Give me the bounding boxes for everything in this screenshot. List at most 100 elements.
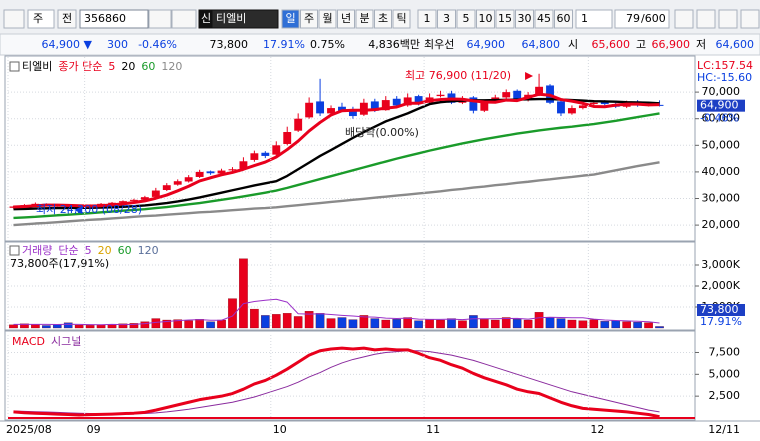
candle-body	[327, 108, 335, 114]
volume-bar	[348, 319, 358, 329]
code-input[interactable]	[79, 9, 149, 29]
tool-icon[interactable]	[696, 9, 716, 29]
candle-body	[261, 152, 270, 156]
period-button[interactable]	[355, 9, 374, 29]
market-select[interactable]	[27, 9, 55, 29]
quote-amount: 4,836백만	[368, 38, 420, 51]
y-tick-label: 20,000	[702, 218, 741, 231]
interval-button[interactable]	[437, 9, 456, 29]
hc-label: HC:-15.60	[697, 71, 752, 84]
volume-bar	[655, 326, 664, 329]
period-button[interactable]	[281, 9, 300, 29]
candle-body	[469, 97, 478, 111]
candle-body	[283, 132, 292, 144]
legend-entry: 20	[98, 244, 112, 257]
volume-bar	[523, 319, 533, 329]
interval-select[interactable]	[575, 9, 613, 29]
volume-bar	[42, 325, 51, 329]
legend-entry: 5	[85, 244, 92, 257]
candle-body	[535, 86, 544, 95]
volume-bar	[337, 317, 347, 329]
quote-open-label: 시	[568, 38, 578, 51]
candle-body	[140, 197, 149, 200]
interval-button[interactable]	[495, 9, 515, 29]
candle-body	[129, 199, 138, 201]
interval: 15	[498, 12, 512, 25]
interval-button[interactable]	[534, 9, 554, 29]
legend-entry: 5	[108, 60, 115, 73]
candle-body	[403, 97, 412, 106]
candle-body	[600, 101, 609, 105]
interval: 45	[537, 12, 551, 25]
volume-bar	[217, 319, 226, 329]
panel-checkbox[interactable]	[9, 245, 20, 256]
period-button[interactable]	[300, 9, 318, 29]
interval-button[interactable]	[476, 9, 495, 29]
volume-bar	[282, 313, 292, 329]
tool-icon[interactable]	[740, 9, 760, 29]
interval-button[interactable]	[554, 9, 573, 29]
volume-bar	[96, 324, 106, 329]
ma-line	[13, 97, 660, 211]
candle-body	[108, 202, 116, 204]
high-annotation: 최고 76,900 (11/20)	[405, 69, 511, 82]
x-tick-label: 10	[273, 423, 287, 436]
y-tick-label: 3,000K	[701, 258, 740, 271]
volume-bar	[589, 319, 599, 329]
y-tick-label: 7,500	[709, 345, 741, 358]
candle-body	[316, 101, 325, 114]
sound-button[interactable]	[171, 9, 197, 29]
volume-bar	[250, 308, 259, 329]
interval-button[interactable]	[515, 9, 534, 29]
ma-line	[13, 92, 660, 209]
volume-ma-line	[13, 298, 660, 326]
y-tick-label: 2,000K	[701, 279, 740, 292]
count-box[interactable]	[614, 9, 670, 29]
legend-entry: 시그널	[51, 335, 81, 348]
volume-bar	[304, 311, 314, 329]
macd-line	[13, 346, 660, 419]
period-button[interactable]	[392, 9, 411, 29]
interval-button[interactable]	[456, 9, 476, 29]
volume-bar	[512, 319, 522, 329]
interval: 3	[443, 12, 450, 25]
search-button[interactable]	[148, 9, 172, 29]
volume-bar	[501, 317, 511, 329]
volume-bar	[74, 324, 84, 329]
volume-bar	[20, 323, 29, 329]
y-tick-label: 60,000	[702, 112, 741, 125]
quote-bid: 64,800	[522, 38, 561, 51]
period-button[interactable]	[374, 9, 392, 29]
volume-bar	[370, 318, 380, 329]
quote-change: 300	[107, 38, 128, 51]
volume-bar	[578, 320, 588, 329]
volume-bar	[162, 319, 172, 329]
candle-body	[370, 101, 379, 111]
period-button[interactable]	[318, 9, 337, 29]
interval-button[interactable]	[417, 9, 437, 29]
candle-body	[195, 171, 204, 177]
high-arrow	[525, 72, 534, 80]
ma-line	[13, 112, 660, 220]
quote-price: 64,900 ▼	[42, 38, 93, 51]
badge-text: 신	[201, 12, 211, 25]
candle-body	[338, 106, 346, 111]
tool-icon[interactable]	[718, 9, 738, 29]
panel-checkbox[interactable]	[9, 61, 20, 72]
tool-icon[interactable]	[674, 9, 694, 29]
quote-low-label: 저	[696, 38, 706, 51]
period: 일	[285, 11, 295, 25]
candle-body	[513, 90, 522, 101]
legend-entry: 120	[138, 244, 159, 257]
menu-icon[interactable]	[3, 9, 25, 29]
period-button[interactable]	[337, 9, 355, 29]
prev-button[interactable]	[57, 9, 77, 29]
quote-bar-bg	[0, 33, 760, 56]
candle-body	[119, 201, 127, 203]
candle-body	[381, 100, 390, 111]
volume-bar	[622, 321, 631, 329]
candle-body	[184, 177, 193, 182]
volume-bar	[436, 319, 445, 329]
volume-bar	[381, 319, 391, 329]
quote-open: 65,600	[592, 38, 631, 51]
